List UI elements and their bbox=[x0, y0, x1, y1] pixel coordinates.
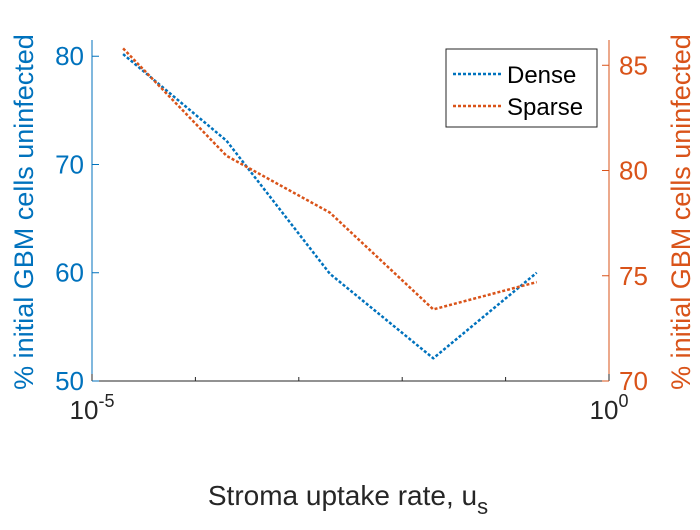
series-line-dense bbox=[122, 53, 538, 360]
series-line-sparse bbox=[122, 47, 538, 311]
y-left-tick-label: 80 bbox=[55, 41, 84, 71]
x-tick-label: 10-5 bbox=[70, 391, 115, 425]
y-left-tick-label: 70 bbox=[55, 149, 84, 179]
legend-label-sparse: Sparse bbox=[507, 94, 583, 121]
y-left-tick-label: 50 bbox=[55, 366, 84, 396]
legend-box bbox=[445, 48, 598, 128]
axes: 10-5 100 50 60 70 80 70 75 80 85 bbox=[55, 40, 648, 425]
legend-label-dense: Dense bbox=[507, 62, 576, 89]
y-right-tick-label: 80 bbox=[619, 156, 648, 186]
y-right-tick-label: 75 bbox=[619, 261, 648, 291]
x-tick-label: 100 bbox=[590, 391, 629, 425]
y-left-axis-label: % initial GBM cells uninfected bbox=[9, 34, 39, 390]
y-right-tick-label: 70 bbox=[619, 366, 648, 396]
x-axis-label-subscript: s bbox=[477, 494, 488, 519]
series-layer bbox=[122, 47, 538, 360]
x-axis-label: Stroma uptake rate, us bbox=[208, 480, 488, 519]
y-left-tick-label: 60 bbox=[55, 258, 84, 288]
x-axis-label-main: Stroma uptake rate, u bbox=[208, 480, 477, 511]
legend: Dense Sparse bbox=[445, 48, 598, 128]
y-right-axis-label: % initial GBM cells uninfected bbox=[666, 34, 696, 390]
y-right-tick-label: 85 bbox=[619, 50, 648, 80]
